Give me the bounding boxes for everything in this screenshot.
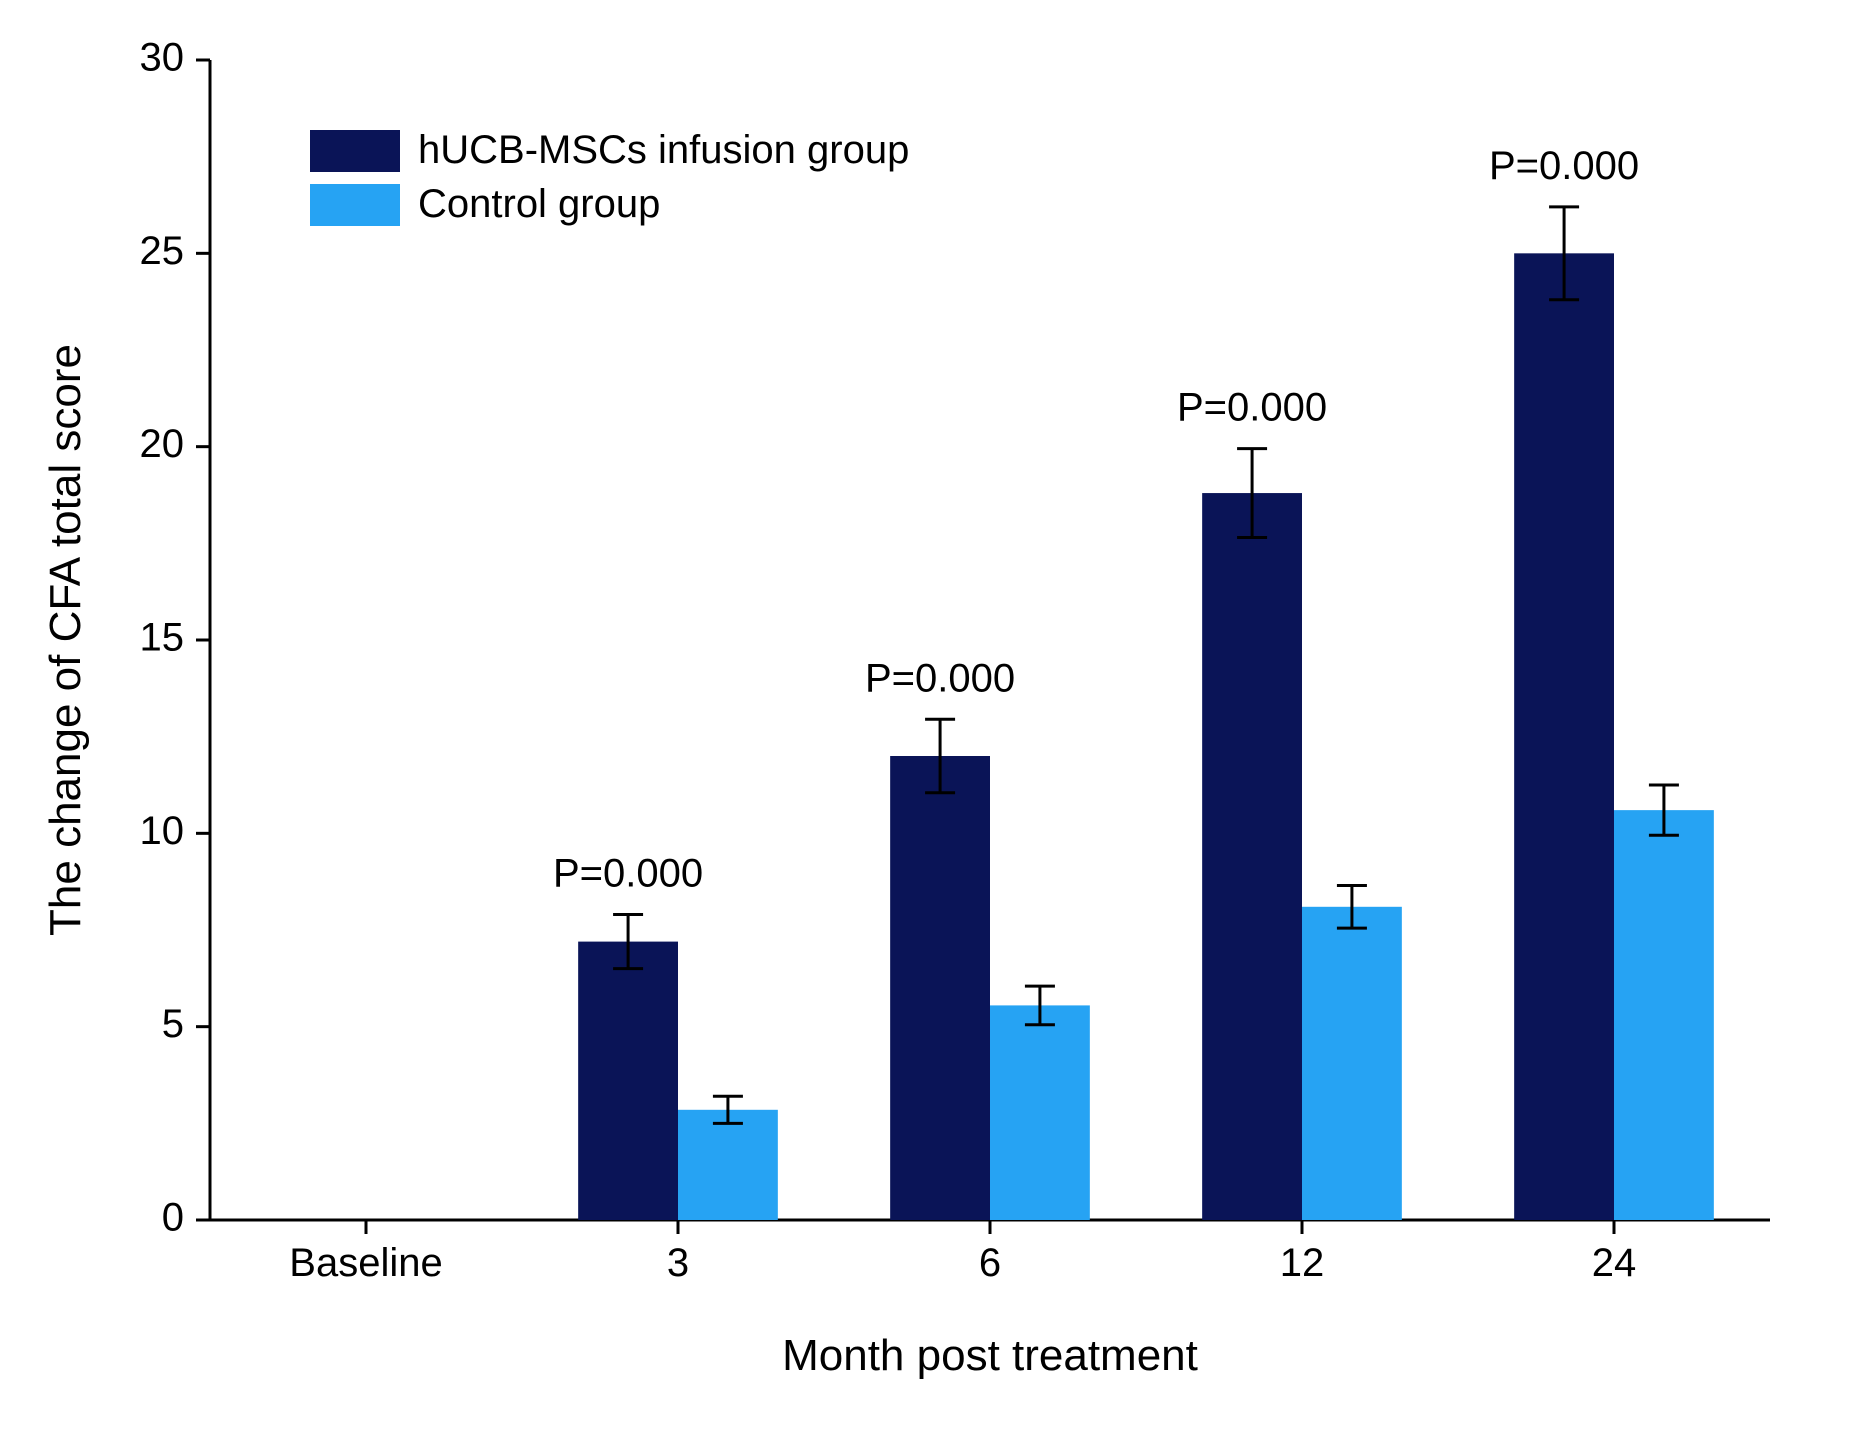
bar	[1302, 907, 1402, 1220]
y-tick-label: 25	[140, 229, 185, 273]
x-axis-label: Month post treatment	[782, 1331, 1198, 1380]
p-value-label: P=0.000	[865, 656, 1015, 700]
bar	[1202, 493, 1302, 1220]
x-tick-label: 24	[1592, 1241, 1637, 1285]
bar	[1614, 810, 1714, 1220]
x-tick-label: 3	[667, 1241, 689, 1285]
legend-label: Control group	[418, 182, 660, 226]
bar	[578, 942, 678, 1220]
y-tick-label: 15	[140, 616, 185, 660]
bar	[1514, 253, 1614, 1220]
y-tick-label: 30	[140, 36, 185, 80]
legend-label: hUCB-MSCs infusion group	[418, 128, 909, 172]
x-tick-label: 12	[1280, 1241, 1325, 1285]
p-value-label: P=0.000	[1177, 386, 1327, 430]
y-tick-label: 20	[140, 422, 185, 466]
legend-swatch	[310, 130, 400, 172]
bar	[990, 1005, 1090, 1220]
legend-swatch	[310, 184, 400, 226]
y-axis-label: The change of CFA total score	[41, 344, 90, 936]
p-value-label: P=0.000	[1489, 144, 1639, 188]
bar	[678, 1110, 778, 1220]
bar	[890, 756, 990, 1220]
p-value-label: P=0.000	[553, 852, 703, 896]
y-tick-label: 10	[140, 809, 185, 853]
y-tick-label: 5	[162, 1002, 184, 1046]
bar-chart: 0 5 10 15 20 25 30 The change of CFA total scor…	[0, 0, 1860, 1454]
x-tick-label: Baseline	[289, 1241, 442, 1285]
x-tick-label: 6	[979, 1241, 1001, 1285]
y-tick-label: 0	[162, 1196, 184, 1240]
